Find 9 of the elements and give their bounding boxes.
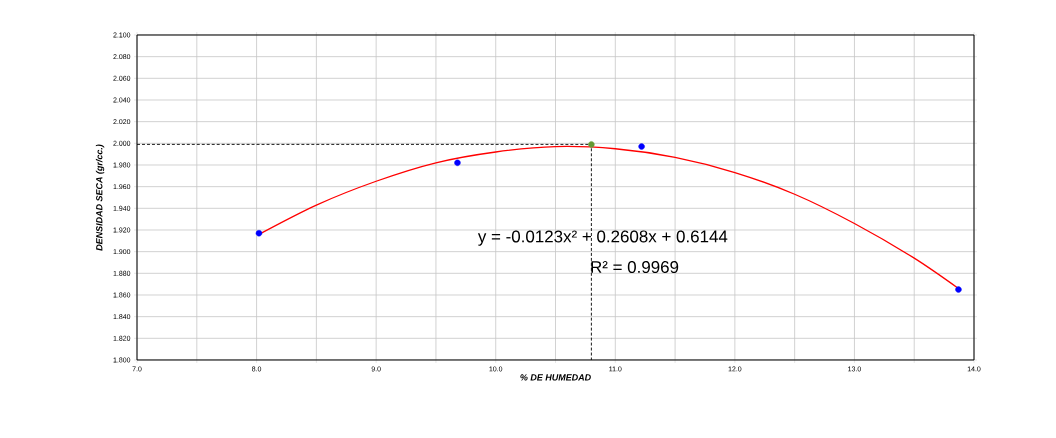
point <box>588 141 595 148</box>
point <box>454 159 461 167</box>
point <box>255 230 263 237</box>
annotation: R² = 0.9969 <box>591 261 679 274</box>
x-axis-title: % DE HUMEDAD <box>520 374 591 381</box>
y-axis-title: DENSIDAD SECA (gr/cc.) <box>95 144 105 251</box>
point <box>955 286 962 293</box>
point <box>638 143 645 150</box>
annotation: y = -0.0123x² + 0.2608x + 0.6144 <box>477 230 728 246</box>
